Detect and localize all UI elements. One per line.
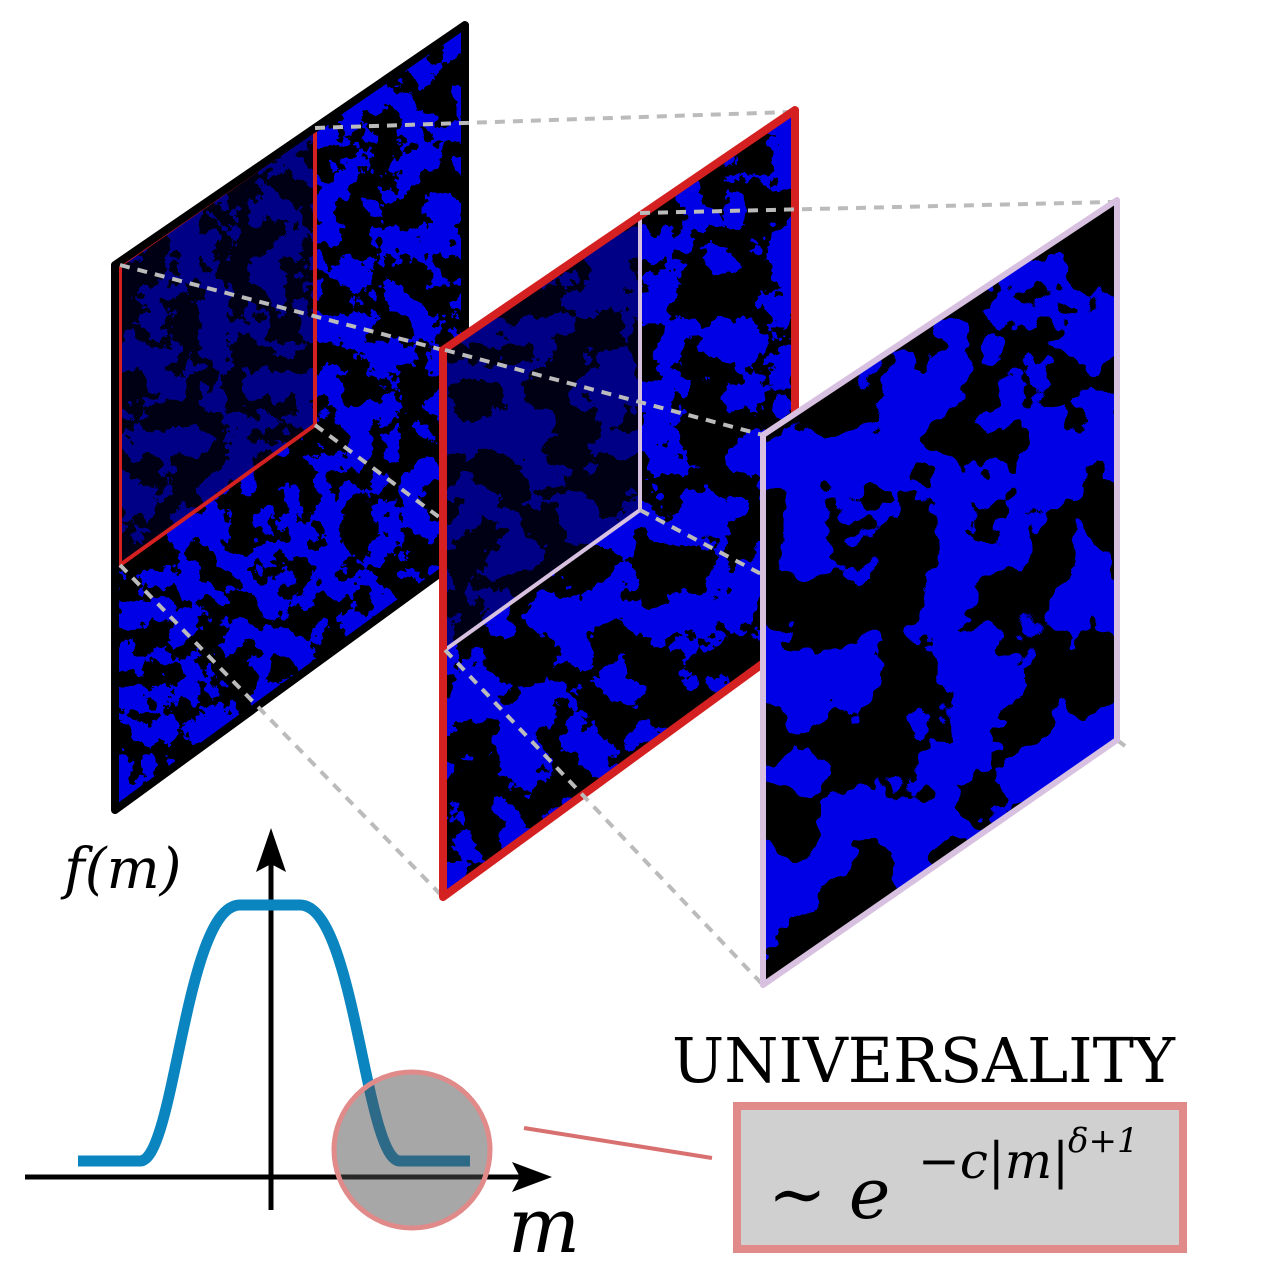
tail-highlight-circle bbox=[331, 1069, 493, 1231]
y-axis-label: f(m) bbox=[60, 837, 182, 902]
x-axis-arrow-icon bbox=[512, 1162, 552, 1192]
formula-box: ∼ e −c|m| δ+1 bbox=[733, 1102, 1187, 1253]
formula-exponent: −c|m| bbox=[918, 1132, 1069, 1190]
y-axis-arrow-icon bbox=[256, 828, 286, 872]
lattice-panel-large bbox=[111, 21, 469, 814]
formula-superexponent: δ+1 bbox=[1068, 1121, 1139, 1161]
lattice-panel-small bbox=[760, 197, 1120, 988]
x-axis-label: m bbox=[508, 1181, 580, 1270]
connector-line bbox=[523, 1126, 713, 1160]
distribution-plot: f(m) m bbox=[25, 828, 713, 1270]
universality-title: UNIVERSALITY bbox=[672, 1024, 1176, 1097]
projection-lines-1 bbox=[118, 110, 791, 899]
lattice-panel-medium bbox=[439, 106, 799, 901]
formula-base: ∼ e bbox=[768, 1153, 890, 1235]
